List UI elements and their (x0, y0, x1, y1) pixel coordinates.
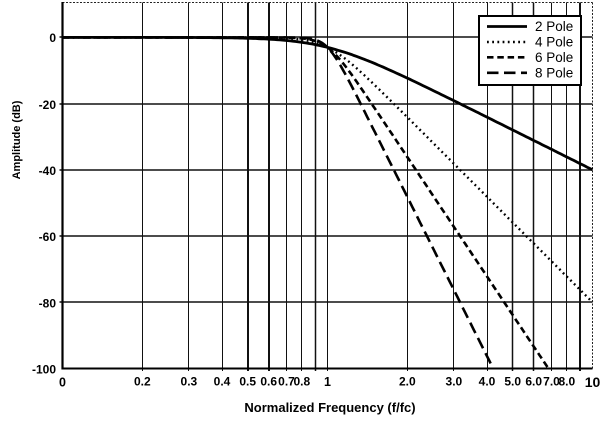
svg-text:0.4: 0.4 (214, 375, 231, 389)
svg-text:6 Pole: 6 Pole (535, 50, 573, 65)
svg-text:0.8: 0.8 (293, 375, 310, 389)
svg-text:-20: -20 (39, 98, 57, 112)
svg-text:0.6: 0.6 (260, 375, 277, 389)
svg-text:7.0: 7.0 (543, 375, 560, 389)
svg-text:8 Pole: 8 Pole (535, 66, 573, 81)
svg-text:-100: -100 (32, 363, 56, 377)
svg-text:4 Pole: 4 Pole (535, 35, 573, 50)
svg-text:0.7: 0.7 (278, 375, 295, 389)
svg-text:2 Pole: 2 Pole (535, 19, 573, 34)
svg-text:2.0: 2.0 (399, 375, 416, 389)
svg-text:0.5: 0.5 (239, 375, 256, 389)
svg-text:3.0: 3.0 (446, 375, 463, 389)
svg-text:Normalized Frequency (f/fc): Normalized Frequency (f/fc) (244, 400, 415, 415)
svg-text:5.0: 5.0 (504, 375, 521, 389)
svg-text:0: 0 (59, 376, 66, 390)
svg-text:4.0: 4.0 (479, 375, 496, 389)
svg-text:-80: -80 (39, 296, 57, 310)
svg-text:-60: -60 (39, 230, 57, 244)
svg-text:10: 10 (585, 374, 600, 390)
svg-text:8.0: 8.0 (558, 375, 575, 389)
svg-text:1: 1 (324, 375, 331, 389)
svg-text:Amplitude (dB): Amplitude (dB) (11, 100, 23, 179)
svg-text:0: 0 (49, 31, 56, 45)
svg-text:0.3: 0.3 (181, 375, 198, 389)
svg-text:-40: -40 (39, 164, 57, 178)
svg-text:6.0: 6.0 (525, 375, 542, 389)
svg-text:0.2: 0.2 (134, 375, 151, 389)
